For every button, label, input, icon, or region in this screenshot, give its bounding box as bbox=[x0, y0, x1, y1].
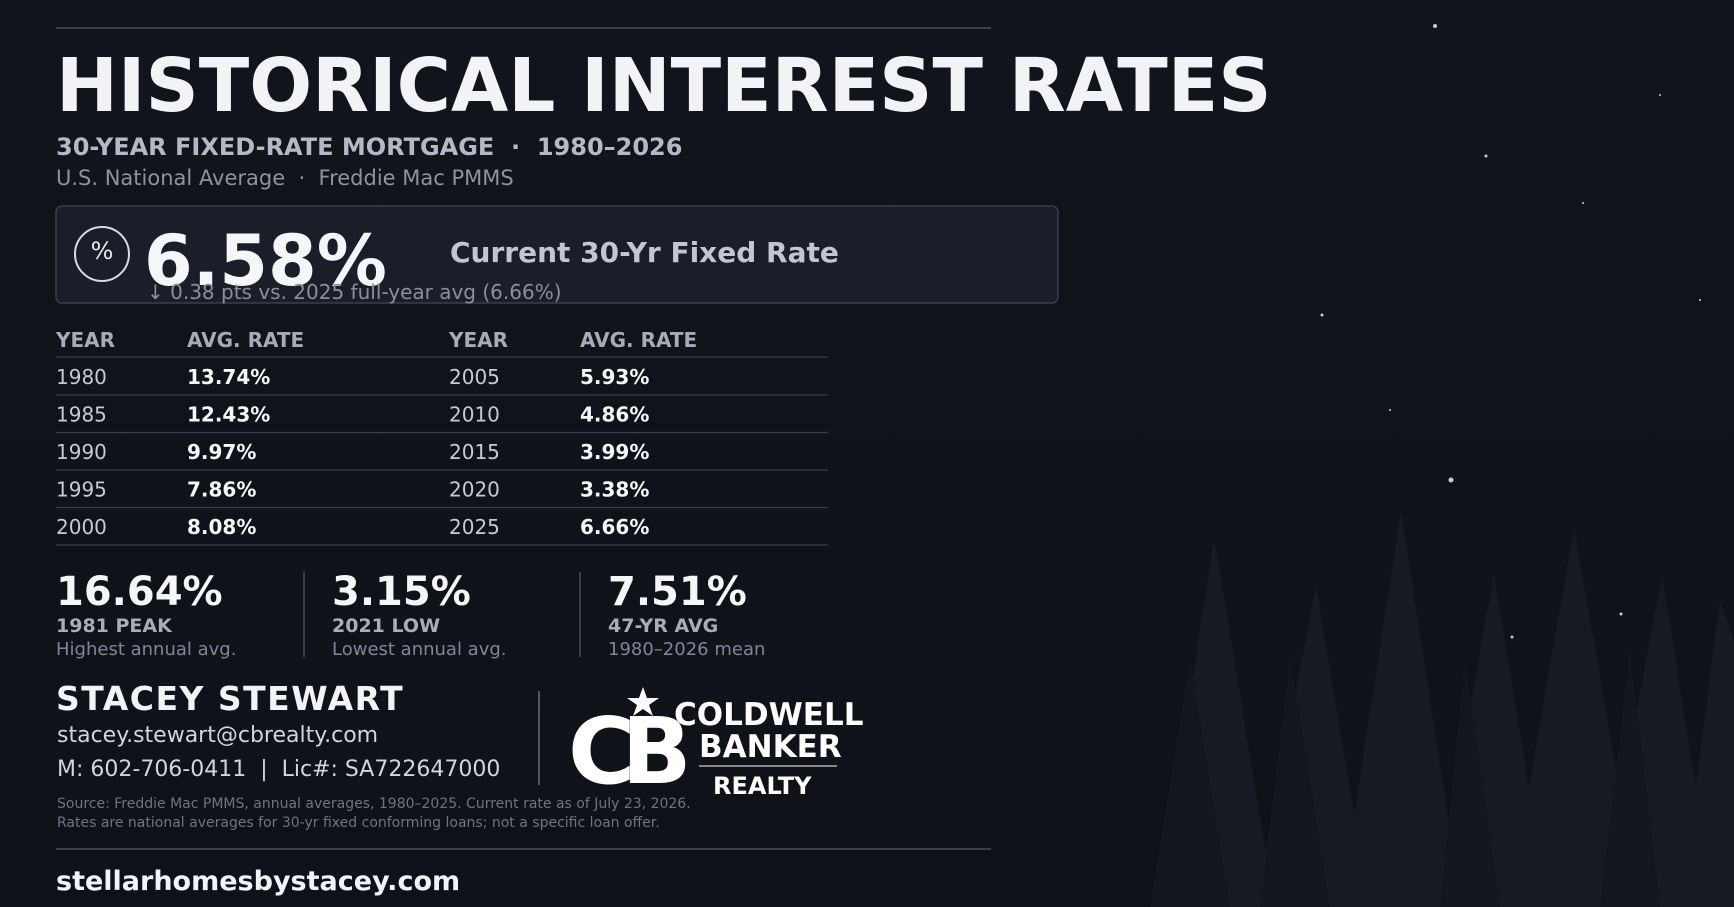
agent-contact: M: 602-706-0411 | Lic#: SA722647000 bbox=[57, 757, 500, 782]
stat-note: Lowest annual avg. bbox=[332, 639, 507, 660]
rate-icon-symbol: % bbox=[91, 237, 114, 265]
year-cell: 2010 bbox=[449, 403, 500, 427]
disclaimer-line: Source: Freddie Mac PMMS, annual average… bbox=[57, 796, 691, 812]
logo-star bbox=[627, 687, 659, 716]
current-rate: 6.58% bbox=[144, 220, 387, 302]
stat-value: 7.51% bbox=[608, 569, 747, 615]
rate-cell: 4.86% bbox=[580, 403, 649, 427]
rate-cell: 9.97% bbox=[187, 440, 256, 464]
rate-cell: 12.43% bbox=[187, 403, 270, 427]
year-cell: 1980 bbox=[56, 365, 107, 389]
stars bbox=[1320, 24, 1701, 639]
rate-change: ↓ 0.38 pts vs. 2025 full-year avg (6.66%… bbox=[147, 280, 562, 304]
stat-label: 1981 PEAK bbox=[56, 615, 173, 637]
column-header: AVG. RATE bbox=[187, 328, 304, 352]
rate-cell: 3.38% bbox=[580, 478, 649, 502]
logo-line2: BANKER bbox=[699, 729, 842, 765]
year-cell: 2025 bbox=[449, 515, 500, 539]
year-cell: 2000 bbox=[56, 515, 107, 539]
stat-note: Highest annual avg. bbox=[56, 639, 236, 660]
column-header: AVG. RATE bbox=[580, 328, 697, 352]
rate-cell: 13.74% bbox=[187, 365, 270, 389]
website[interactable]: stellarhomesbystacey.com bbox=[56, 866, 460, 897]
agent-email: stacey.stewart@cbrealty.com bbox=[57, 723, 378, 748]
stat-value: 3.15% bbox=[332, 569, 471, 615]
rate-cell: 6.66% bbox=[580, 515, 649, 539]
year-cell: 1985 bbox=[56, 403, 107, 427]
disclaimer-line: Rates are national averages for 30-yr fi… bbox=[57, 815, 660, 831]
rate-cell: 7.86% bbox=[187, 478, 256, 502]
source-line: U.S. National Average · Freddie Mac PMMS bbox=[56, 166, 514, 190]
logo-monogram: CB bbox=[568, 698, 686, 805]
year-cell: 1990 bbox=[56, 440, 107, 464]
year-cell: 2020 bbox=[449, 478, 500, 502]
column-header: YEAR bbox=[448, 328, 508, 352]
logo-line1: COLDWELL bbox=[674, 697, 863, 733]
stat-label: 47-YR AVG bbox=[608, 615, 718, 637]
forest bbox=[1150, 511, 1734, 907]
year-cell: 2015 bbox=[449, 440, 500, 464]
title: HISTORICAL INTEREST RATES bbox=[56, 43, 1272, 129]
year-cell: 2005 bbox=[449, 365, 500, 389]
year-cell: 1995 bbox=[56, 478, 107, 502]
logo-line3: REALTY bbox=[713, 772, 812, 800]
subtitle: 30-YEAR FIXED-RATE MORTGAGE · 1980–2026 bbox=[56, 133, 682, 161]
stat-note: 1980–2026 mean bbox=[608, 639, 765, 660]
rate-cell: 5.93% bbox=[580, 365, 649, 389]
current-rate-label: Current 30-Yr Fixed Rate bbox=[450, 236, 839, 269]
stat-label: 2021 LOW bbox=[332, 615, 440, 637]
stat-value: 16.64% bbox=[56, 569, 223, 615]
rate-cell: 3.99% bbox=[580, 440, 649, 464]
current-rate-box bbox=[55, 205, 1059, 304]
rate-table: YEAR AVG. RATE YEAR AVG. RATE 1980 13.74% 2005… bbox=[55, 328, 828, 546]
rate-icon bbox=[74, 226, 130, 282]
column-header: YEAR bbox=[55, 328, 115, 352]
agent-name: STACEY STEWART bbox=[56, 679, 404, 718]
rate-cell: 8.08% bbox=[187, 515, 256, 539]
